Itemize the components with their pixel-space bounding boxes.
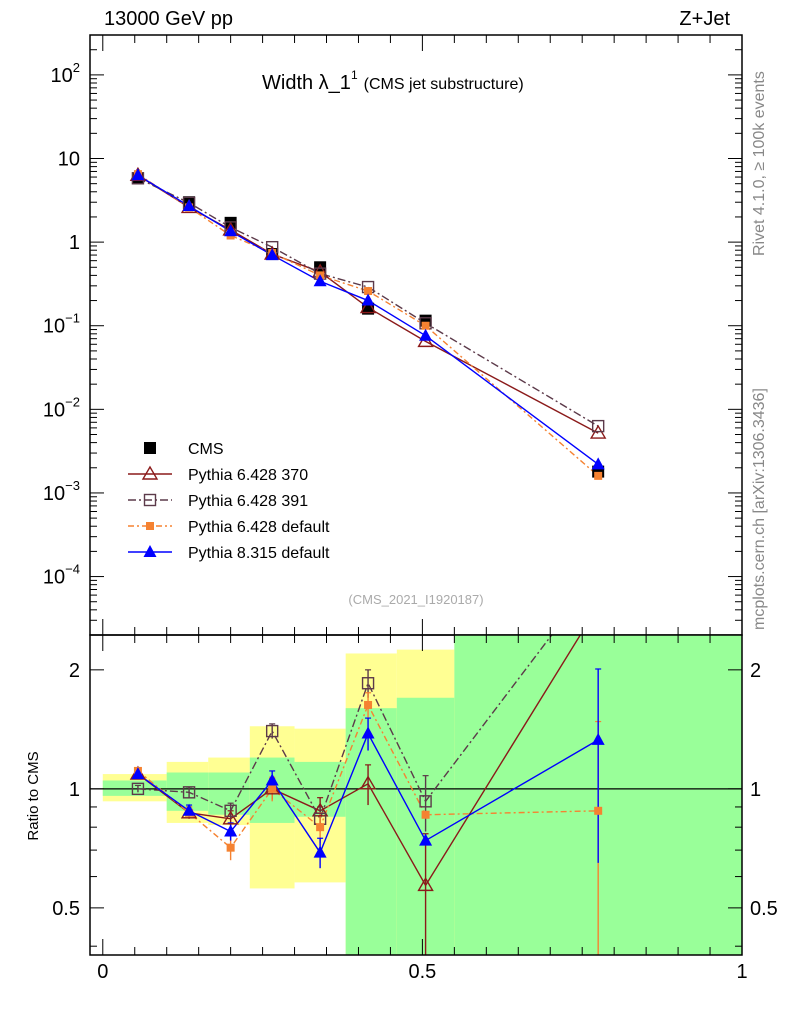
- ratio-point-1-5: [361, 677, 375, 690]
- main-point-3-5: [364, 287, 373, 296]
- legend-marker-2: [143, 493, 157, 507]
- main-ytick-label-exp-0: 2: [73, 60, 80, 75]
- main-ytick-label-0: 102: [51, 60, 80, 87]
- ratio-point-2-3: [268, 784, 277, 793]
- ratio-point-2-2: [226, 843, 235, 852]
- main-ytick-label-exp-3: −1: [65, 311, 80, 326]
- chart-title: Width λ_11 (CMS jet substructure): [262, 68, 524, 94]
- ratio-point-2-7: [594, 806, 603, 815]
- ratio-point-1-1: [182, 786, 196, 799]
- ratio-frame: [89, 634, 743, 956]
- main-ytick-label-base-6: 10: [43, 567, 65, 589]
- main-ytick-label-exp-5: −3: [65, 478, 80, 493]
- header-right: Z+Jet: [679, 8, 730, 30]
- main-ytick-label-base-4: 10: [43, 399, 65, 421]
- ratio-ytick-label-right-1: 1: [750, 779, 761, 801]
- side-label-rivet: Rivet 4.1.0, ≥ 100k events: [751, 71, 768, 256]
- legend-marker-3: [146, 522, 154, 530]
- main-point-3-6: [421, 321, 430, 330]
- main-point-4-2: [224, 224, 238, 237]
- main-ytick-label-1: 10: [58, 149, 80, 171]
- ratio-point-1-3: [265, 724, 279, 738]
- chart-title-main: Width λ_1: [262, 72, 351, 94]
- main-point-4-5: [361, 293, 375, 306]
- legend-label-4: Pythia 8.315 default: [188, 545, 330, 562]
- main-point-4-0: [131, 168, 145, 181]
- legend-marker-0: [144, 442, 156, 454]
- ratio-point-3-0: [131, 767, 145, 780]
- ratio-point-0-2: [222, 810, 239, 825]
- ratio-line-1: [137, 635, 553, 821]
- main-point-4-7: [591, 457, 605, 470]
- ratio-ytick-label-right-2: 2: [750, 660, 761, 682]
- ratio-ytick-label-0: 0.5: [52, 898, 80, 920]
- main-ytick-label-5: 10−3: [43, 478, 80, 505]
- ratio-xtick-label-1: 0.5: [408, 961, 436, 983]
- ratio-ylabel: Ratio to CMS: [25, 751, 42, 840]
- main-ytick-label-exp-4: −2: [65, 394, 80, 409]
- legend-label-3: Pythia 6.428 default: [188, 519, 330, 536]
- main-point-4-4: [313, 274, 327, 287]
- legend: CMS Pythia 6.428 370 Pythia 6.428 391 Pythi…: [128, 441, 330, 562]
- ratio-point-3-1: [182, 803, 196, 816]
- legend-label-0: CMS: [188, 441, 224, 458]
- ratio-point-0-5: [359, 775, 377, 790]
- main-point-4-3: [265, 248, 279, 261]
- main-ytick-label-base-5: 10: [43, 483, 65, 505]
- main-series-group: [129, 166, 607, 480]
- ratio-band-green-2: [208, 772, 250, 815]
- ratio-point-3-7: [591, 732, 605, 745]
- ratio-point-3-5: [361, 726, 375, 739]
- legend-label-1: Pythia 6.428 370: [188, 467, 308, 484]
- ratio-line-3: [137, 731, 599, 855]
- legend-label-2: Pythia 6.428 391: [188, 493, 308, 510]
- ratio-line-2: [137, 703, 599, 849]
- main-point-4-6: [419, 328, 433, 341]
- ratio-xtick-label-2: 1: [736, 961, 747, 983]
- chart-title-sup: 1: [351, 68, 358, 82]
- main-ytick-label-2: 1: [69, 232, 80, 254]
- main-point-4-1: [182, 199, 196, 212]
- ratio-point-3-4: [313, 845, 327, 858]
- main-point-2-7: [591, 419, 605, 433]
- ratio-series-group: [129, 635, 605, 955]
- ratio-ytick-label-right-0: 0.5: [750, 898, 778, 920]
- main-ytick-label-4: 10−2: [43, 394, 80, 421]
- ratio-point-3-2: [224, 824, 238, 837]
- ratio-point-0-4: [311, 802, 329, 817]
- main-line-2: [137, 177, 599, 427]
- ratio-point-3-3: [265, 773, 279, 786]
- ratio-point-3-6: [419, 833, 433, 846]
- main-line-4: [137, 174, 599, 465]
- ratio-point-2-5: [364, 700, 373, 709]
- main-point-1-5: [359, 299, 377, 314]
- ratio-point-1-0: [131, 782, 145, 796]
- ratio-point-1-6: [419, 795, 432, 808]
- ratio-panel: 0 0.5 1 0.5 0.5 1 1 2 2: [52, 634, 778, 983]
- main-ytick-label-exp-6: −4: [65, 562, 80, 577]
- ratio-point-2-4: [316, 823, 325, 832]
- main-point-3-7: [594, 471, 603, 480]
- ratio-xtick-label-0: 0: [97, 961, 108, 983]
- main-ytick-label-6: 10−4: [43, 562, 80, 589]
- ratio-ytick-label-2: 2: [69, 660, 80, 682]
- main-ytick-label-base-0: 10: [51, 65, 73, 87]
- header-left: 13000 GeV pp: [104, 8, 233, 30]
- main-line-3: [137, 173, 599, 477]
- ratio-ytick-label-1: 1: [69, 779, 80, 801]
- chart-title-sub: (CMS jet substructure): [364, 76, 524, 93]
- main-ytick-label-3: 10−1: [43, 311, 80, 338]
- ratio-point-1-2: [224, 804, 237, 818]
- ratio-point-0-6: [417, 876, 434, 892]
- watermark: (CMS_2021_I1920187): [348, 592, 483, 607]
- main-ytick-label-base-3: 10: [43, 316, 65, 338]
- legend-marker-1: [141, 465, 159, 480]
- side-label-mcplots: mcplots.cern.ch [arXiv:1306.3436]: [751, 388, 768, 630]
- ratio-point-2-6: [421, 810, 430, 819]
- legend-marker-4: [143, 545, 157, 557]
- ratio-band-green-5: [345, 708, 397, 955]
